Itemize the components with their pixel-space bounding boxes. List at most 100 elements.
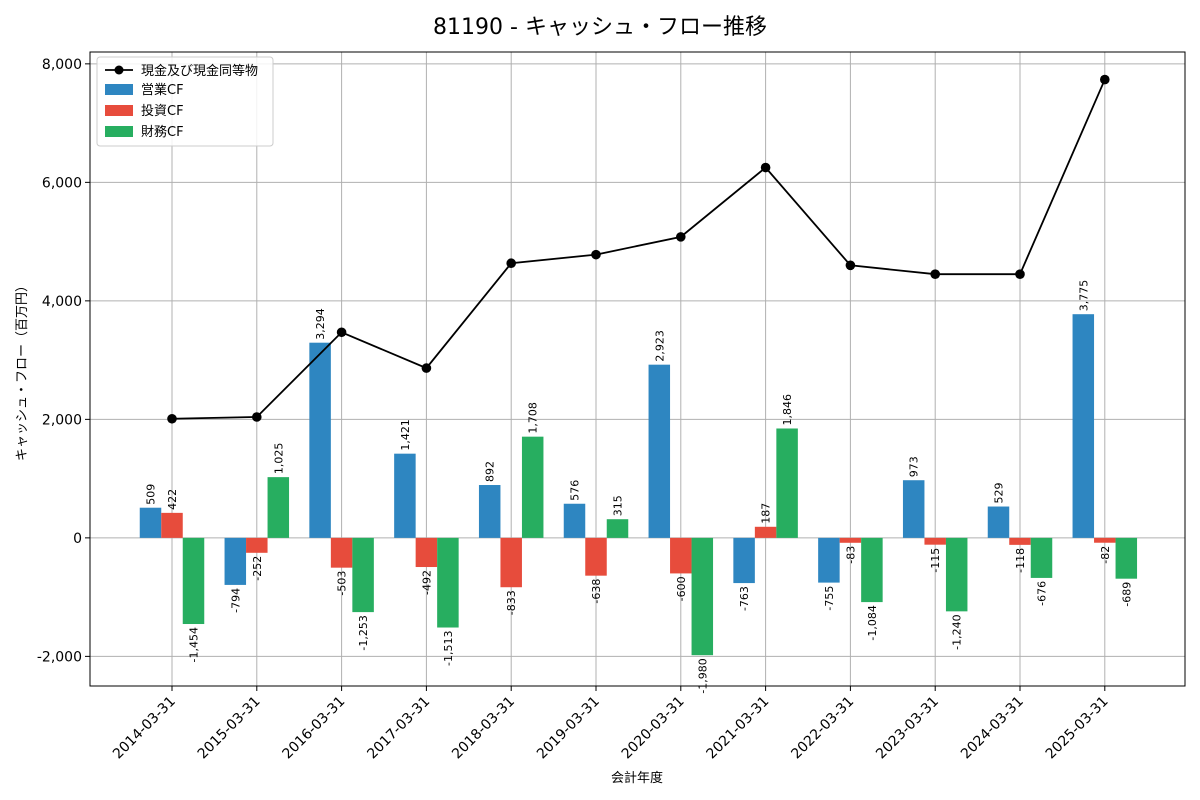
data-label: -600 bbox=[675, 576, 688, 601]
cash-point bbox=[591, 249, 601, 260]
y-tick-label: -2,000 bbox=[37, 649, 82, 665]
bar bbox=[182, 537, 205, 625]
y-tick-label: 4,000 bbox=[42, 294, 82, 310]
bar bbox=[987, 506, 1010, 538]
bar bbox=[945, 537, 968, 612]
bar bbox=[670, 537, 692, 574]
cash-point bbox=[421, 363, 432, 373]
legend-label: 投資CF bbox=[141, 103, 184, 119]
data-label: -503 bbox=[336, 571, 349, 596]
cash-point bbox=[336, 327, 347, 338]
data-label: 892 bbox=[484, 461, 497, 482]
data-label: 1,025 bbox=[272, 443, 285, 475]
bar bbox=[585, 537, 607, 576]
bar bbox=[224, 537, 247, 585]
x-tick-label: 2025-03-31 bbox=[1043, 694, 1112, 763]
x-axis-title: 会計年度 bbox=[611, 770, 663, 786]
data-label: -252 bbox=[251, 556, 264, 581]
bar bbox=[309, 342, 331, 538]
bar bbox=[563, 503, 586, 538]
bar bbox=[437, 537, 459, 628]
bar bbox=[521, 436, 544, 538]
data-label: -1,253 bbox=[357, 615, 370, 650]
bar bbox=[606, 519, 629, 538]
legend-swatch bbox=[105, 105, 133, 116]
bar bbox=[267, 477, 290, 538]
bar bbox=[1115, 537, 1138, 579]
data-label: -1,240 bbox=[951, 614, 964, 649]
data-label: -1,084 bbox=[866, 605, 879, 640]
data-label: 1,708 bbox=[527, 402, 540, 434]
cash-point bbox=[760, 162, 771, 173]
bar bbox=[415, 537, 438, 568]
data-label: 3,775 bbox=[1077, 280, 1090, 312]
x-tick-label: 2022-03-31 bbox=[788, 694, 857, 763]
bar bbox=[500, 537, 522, 588]
legend-box bbox=[96, 56, 274, 147]
data-label: 1,846 bbox=[781, 394, 794, 426]
bar bbox=[776, 428, 798, 538]
data-label: -763 bbox=[738, 586, 751, 611]
bar bbox=[691, 537, 714, 656]
data-label: -833 bbox=[505, 590, 518, 615]
data-label: 3,294 bbox=[314, 308, 327, 340]
cash-point bbox=[251, 412, 262, 422]
bar bbox=[478, 485, 501, 538]
y-tick-label: 0 bbox=[73, 531, 82, 547]
bar bbox=[754, 526, 777, 538]
x-tick-label: 2023-03-31 bbox=[873, 694, 942, 763]
data-label: -492 bbox=[420, 570, 433, 595]
data-label: -82 bbox=[1099, 546, 1112, 564]
legend-swatch bbox=[105, 84, 133, 95]
bar bbox=[1072, 314, 1095, 538]
x-tick-label: 2014-03-31 bbox=[110, 694, 179, 763]
x-tick-label: 2015-03-31 bbox=[195, 694, 264, 763]
y-tick-label: 2,000 bbox=[42, 412, 82, 428]
bar bbox=[139, 507, 162, 538]
cash-point bbox=[1100, 74, 1110, 85]
data-label: -1,513 bbox=[442, 631, 455, 666]
label-layer: 509 -794 3,294 1,421 892 576 2,923 -763 -755 973 5… bbox=[145, 280, 1134, 694]
legend-line-dot bbox=[114, 65, 124, 75]
chart-title: 81190 - キャッシュ・フロー推移 bbox=[433, 15, 767, 40]
data-label: 973 bbox=[908, 456, 921, 477]
grid-layer bbox=[90, 52, 1185, 686]
legend-label: 現金及び現金同等物 bbox=[141, 63, 258, 79]
x-tick-label: 2020-03-31 bbox=[619, 694, 688, 763]
bar bbox=[1094, 537, 1116, 543]
data-label: 509 bbox=[145, 484, 158, 505]
bar bbox=[902, 480, 925, 538]
data-label: -676 bbox=[1036, 581, 1049, 606]
x-tick-label: 2024-03-31 bbox=[958, 694, 1027, 763]
data-label: 187 bbox=[760, 503, 773, 524]
data-label: -83 bbox=[844, 546, 857, 564]
bar bbox=[1030, 537, 1053, 578]
data-label: -755 bbox=[823, 586, 836, 611]
bar bbox=[246, 537, 268, 553]
data-label: -118 bbox=[1014, 548, 1027, 573]
data-label: -794 bbox=[229, 588, 242, 613]
data-label: 2,923 bbox=[653, 330, 666, 362]
y-tick-label: 8,000 bbox=[42, 57, 82, 73]
data-label: 315 bbox=[612, 495, 625, 516]
x-tick-label: 2016-03-31 bbox=[280, 694, 349, 763]
bar bbox=[839, 537, 862, 543]
data-label: -638 bbox=[590, 579, 603, 604]
data-label: 576 bbox=[569, 480, 582, 501]
bar bbox=[648, 364, 671, 538]
data-label: -1,454 bbox=[188, 627, 201, 662]
cash-point bbox=[930, 269, 940, 279]
bar bbox=[394, 453, 416, 538]
bar bbox=[733, 537, 755, 584]
data-label: -115 bbox=[929, 548, 942, 573]
bar bbox=[861, 537, 883, 603]
bar-layer bbox=[139, 314, 1138, 656]
data-label: 1,421 bbox=[399, 419, 412, 451]
cash-point bbox=[506, 258, 516, 269]
line-layer bbox=[167, 74, 1110, 424]
bar bbox=[161, 512, 183, 538]
